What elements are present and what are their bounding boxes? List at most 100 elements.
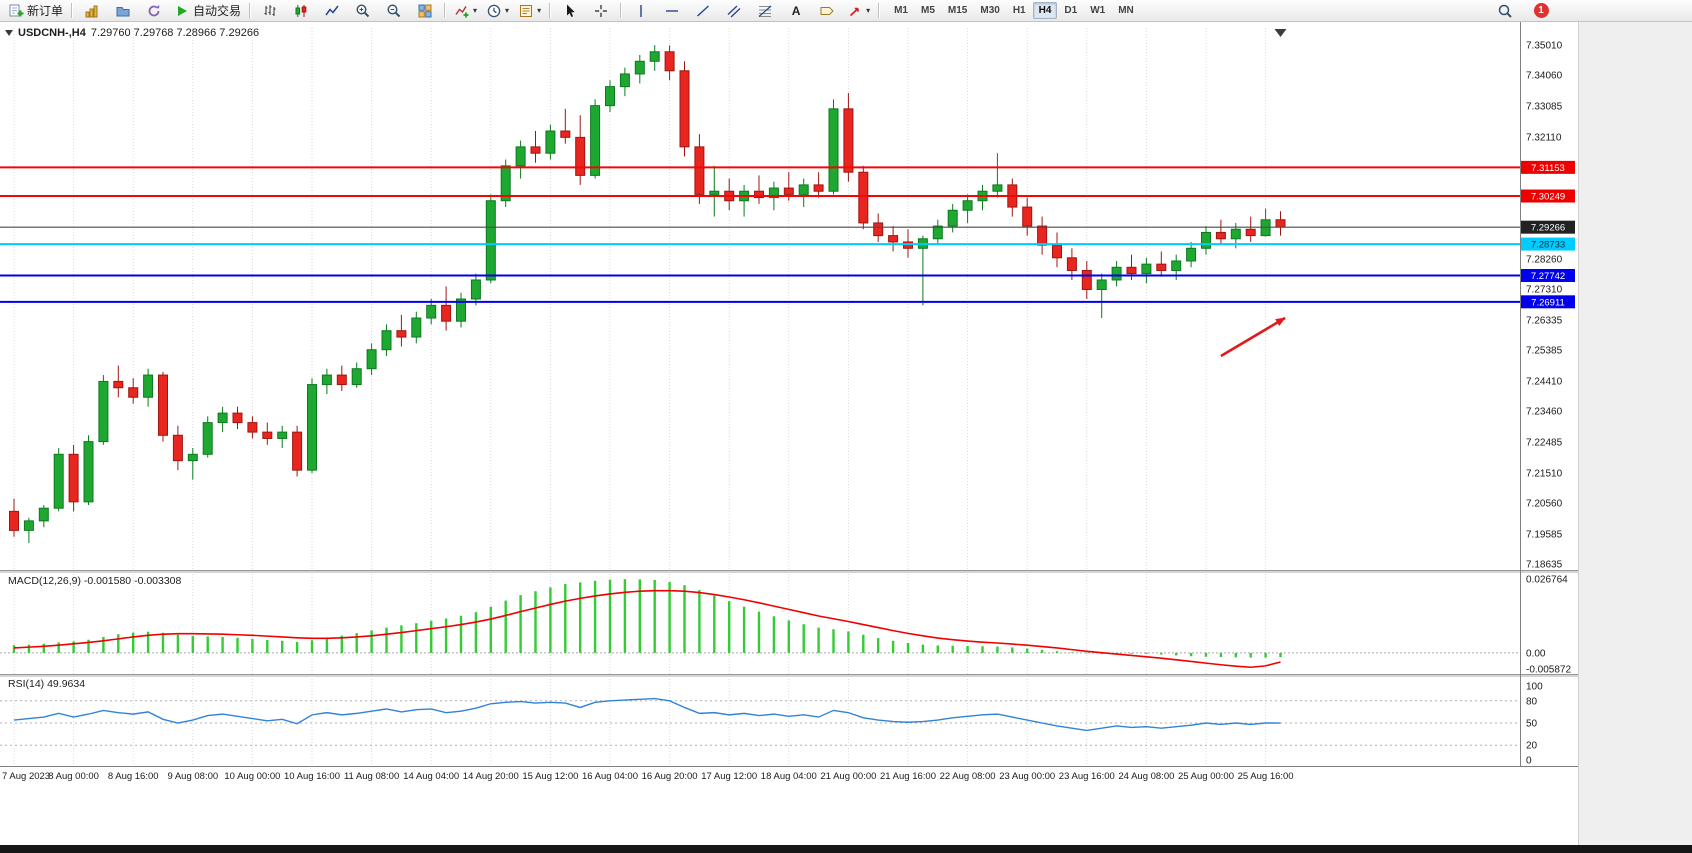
toolbar-right-group: 1	[1490, 0, 1556, 22]
chevron-down-icon: ▾	[866, 5, 871, 15]
timeframe-button-mn[interactable]: MN	[1118, 5, 1134, 16]
toolbar-separator	[549, 3, 552, 18]
svg-text:7.27310: 7.27310	[1526, 285, 1563, 296]
svg-text:7.19585: 7.19585	[1526, 530, 1563, 541]
svg-text:0.026764: 0.026764	[1526, 575, 1568, 586]
zoom-in-button[interactable]	[348, 0, 378, 22]
svg-text:20: 20	[1526, 741, 1538, 752]
arrow-object-icon	[850, 7, 859, 16]
one-click-trading-toggle[interactable]	[5, 30, 13, 36]
chart-window-usdcnh: 7.35010 7.34060 7.33085 7.32110 7.28260 7.273…	[0, 22, 1578, 845]
svg-text:50: 50	[1526, 719, 1538, 730]
svg-text:7.23460: 7.23460	[1526, 407, 1563, 418]
svg-text:0.00: 0.00	[1526, 648, 1546, 659]
fibonacci-tool-button[interactable]	[750, 0, 780, 22]
crosshair-button[interactable]	[586, 0, 616, 22]
cursor-icon	[567, 4, 575, 17]
svg-text:14 Aug 04:00: 14 Aug 04:00	[403, 771, 459, 782]
autotrading-play-icon	[178, 5, 188, 16]
text-label-tool-button[interactable]	[812, 0, 842, 22]
horizontal-line-icon	[666, 9, 679, 12]
svg-text:16 Aug 20:00: 16 Aug 20:00	[642, 771, 698, 782]
line-chart-mode-button[interactable]	[317, 0, 347, 22]
autotrading-button[interactable]: 自动交易	[170, 0, 245, 22]
svg-text:25 Aug 00:00: 25 Aug 00:00	[1178, 771, 1234, 782]
zoom-out-icon	[387, 3, 401, 17]
search-button[interactable]	[1490, 0, 1520, 22]
channel-tool-button[interactable]	[719, 0, 749, 22]
clock-icon	[487, 4, 501, 17]
chart-canvas[interactable]: 7.35010 7.34060 7.33085 7.32110 7.28260 7.273…	[0, 22, 1578, 845]
toolbar-separator	[71, 3, 74, 18]
tile-windows-icon	[418, 4, 432, 17]
zoom-in-icon	[356, 3, 370, 17]
vertical-line-tool-button[interactable]	[626, 0, 656, 22]
svg-text:21 Aug 16:00: 21 Aug 16:00	[880, 771, 936, 782]
new-chart-button[interactable]	[77, 0, 107, 22]
main-toolbar: 新订单 自动交易	[0, 0, 1692, 22]
svg-text:17 Aug 12:00: 17 Aug 12:00	[701, 771, 757, 782]
svg-text:18 Aug 04:00: 18 Aug 04:00	[761, 771, 817, 782]
timeframe-button-d1[interactable]: D1	[1064, 5, 1078, 16]
candlestick-mode-button[interactable]	[286, 0, 316, 22]
cursor-button[interactable]	[555, 0, 585, 22]
profiles-icon	[116, 6, 130, 16]
tile-windows-button[interactable]	[410, 0, 440, 22]
svg-text:16 Aug 04:00: 16 Aug 04:00	[582, 771, 638, 782]
svg-text:7.29266: 7.29266	[1531, 223, 1565, 234]
svg-text:7.35010: 7.35010	[1526, 41, 1563, 52]
timeframe-button-h1[interactable]: H1	[1012, 5, 1026, 16]
notifications-button[interactable]: 1	[1526, 0, 1556, 22]
fibonacci-icon	[758, 5, 772, 17]
templates-button[interactable]: ▾	[514, 0, 545, 22]
candlestick-icon	[295, 4, 307, 17]
svg-text:25 Aug 16:00: 25 Aug 16:00	[1238, 771, 1294, 782]
text-tool-button[interactable]: A	[781, 0, 811, 22]
svg-text:-0.005872: -0.005872	[1526, 665, 1571, 676]
svg-text:7.32110: 7.32110	[1526, 133, 1562, 144]
indicators-button[interactable]: ▾	[450, 0, 481, 22]
arrow-objects-button[interactable]: ▾	[843, 0, 874, 22]
trend-arrow-annotation	[1220, 316, 1286, 358]
indicators-icon	[455, 5, 469, 17]
horizontal-line-tool-button[interactable]	[657, 0, 687, 22]
timeframe-button-h4[interactable]: H4	[1032, 2, 1058, 19]
channel-icon	[727, 5, 741, 17]
svg-text:10 Aug 00:00: 10 Aug 00:00	[224, 771, 280, 782]
templates-icon	[520, 4, 533, 17]
svg-text:7.24410: 7.24410	[1526, 377, 1563, 388]
svg-text:7.28260: 7.28260	[1526, 255, 1563, 266]
bar-chart-mode-button[interactable]	[255, 0, 285, 22]
timeframe-button-m5[interactable]: M5	[921, 5, 935, 16]
trendline-tool-button[interactable]	[688, 0, 718, 22]
timeframe-button-w1[interactable]: W1	[1090, 5, 1106, 16]
svg-text:7.20560: 7.20560	[1526, 499, 1563, 510]
timeframe-button-m1[interactable]: M1	[894, 5, 908, 16]
line-chart-icon	[325, 5, 339, 15]
zoom-out-button[interactable]	[379, 0, 409, 22]
svg-text:7.22485: 7.22485	[1526, 438, 1563, 449]
svg-text:7 Aug 2023: 7 Aug 2023	[2, 771, 50, 782]
svg-text:11 Aug 08:00: 11 Aug 08:00	[344, 771, 399, 782]
crosshair-icon	[595, 4, 608, 17]
autotrading-label: 自动交易	[193, 4, 242, 18]
timeframe-button-m15[interactable]: M15	[947, 5, 968, 16]
svg-text:8 Aug 16:00: 8 Aug 16:00	[108, 771, 159, 782]
refresh-icon	[148, 4, 160, 16]
profiles-button[interactable]	[108, 0, 138, 22]
macd-panel	[0, 579, 1520, 669]
toolbar-separator	[249, 3, 252, 18]
search-icon	[1498, 4, 1512, 18]
timeframe-button-m30[interactable]: M30	[980, 5, 1000, 16]
svg-text:7.33085: 7.33085	[1526, 102, 1563, 113]
periods-button[interactable]: ▾	[482, 0, 513, 22]
toolbar-separator	[878, 3, 881, 18]
new-order-button[interactable]: 新订单	[4, 0, 67, 22]
new-order-label: 新订单	[27, 4, 64, 18]
svg-text:8 Aug 00:00: 8 Aug 00:00	[48, 771, 99, 782]
panel-separators	[0, 570, 1578, 678]
chart-shift-marker	[1274, 29, 1287, 37]
new-chart-icon	[85, 5, 98, 17]
refresh-button[interactable]	[139, 0, 169, 22]
